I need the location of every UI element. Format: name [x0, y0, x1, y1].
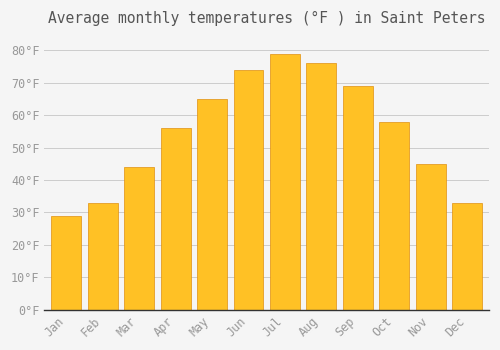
Bar: [197, 99, 227, 310]
Bar: [452, 203, 482, 310]
Bar: [124, 167, 154, 310]
Bar: [52, 216, 82, 310]
Bar: [270, 54, 300, 310]
Bar: [306, 63, 336, 310]
Bar: [379, 122, 409, 310]
Title: Average monthly temperatures (°F ) in Saint Peters: Average monthly temperatures (°F ) in Sa…: [48, 11, 486, 26]
Bar: [343, 86, 372, 310]
Bar: [416, 164, 446, 310]
Bar: [160, 128, 190, 310]
Bar: [88, 203, 118, 310]
Bar: [234, 70, 264, 310]
